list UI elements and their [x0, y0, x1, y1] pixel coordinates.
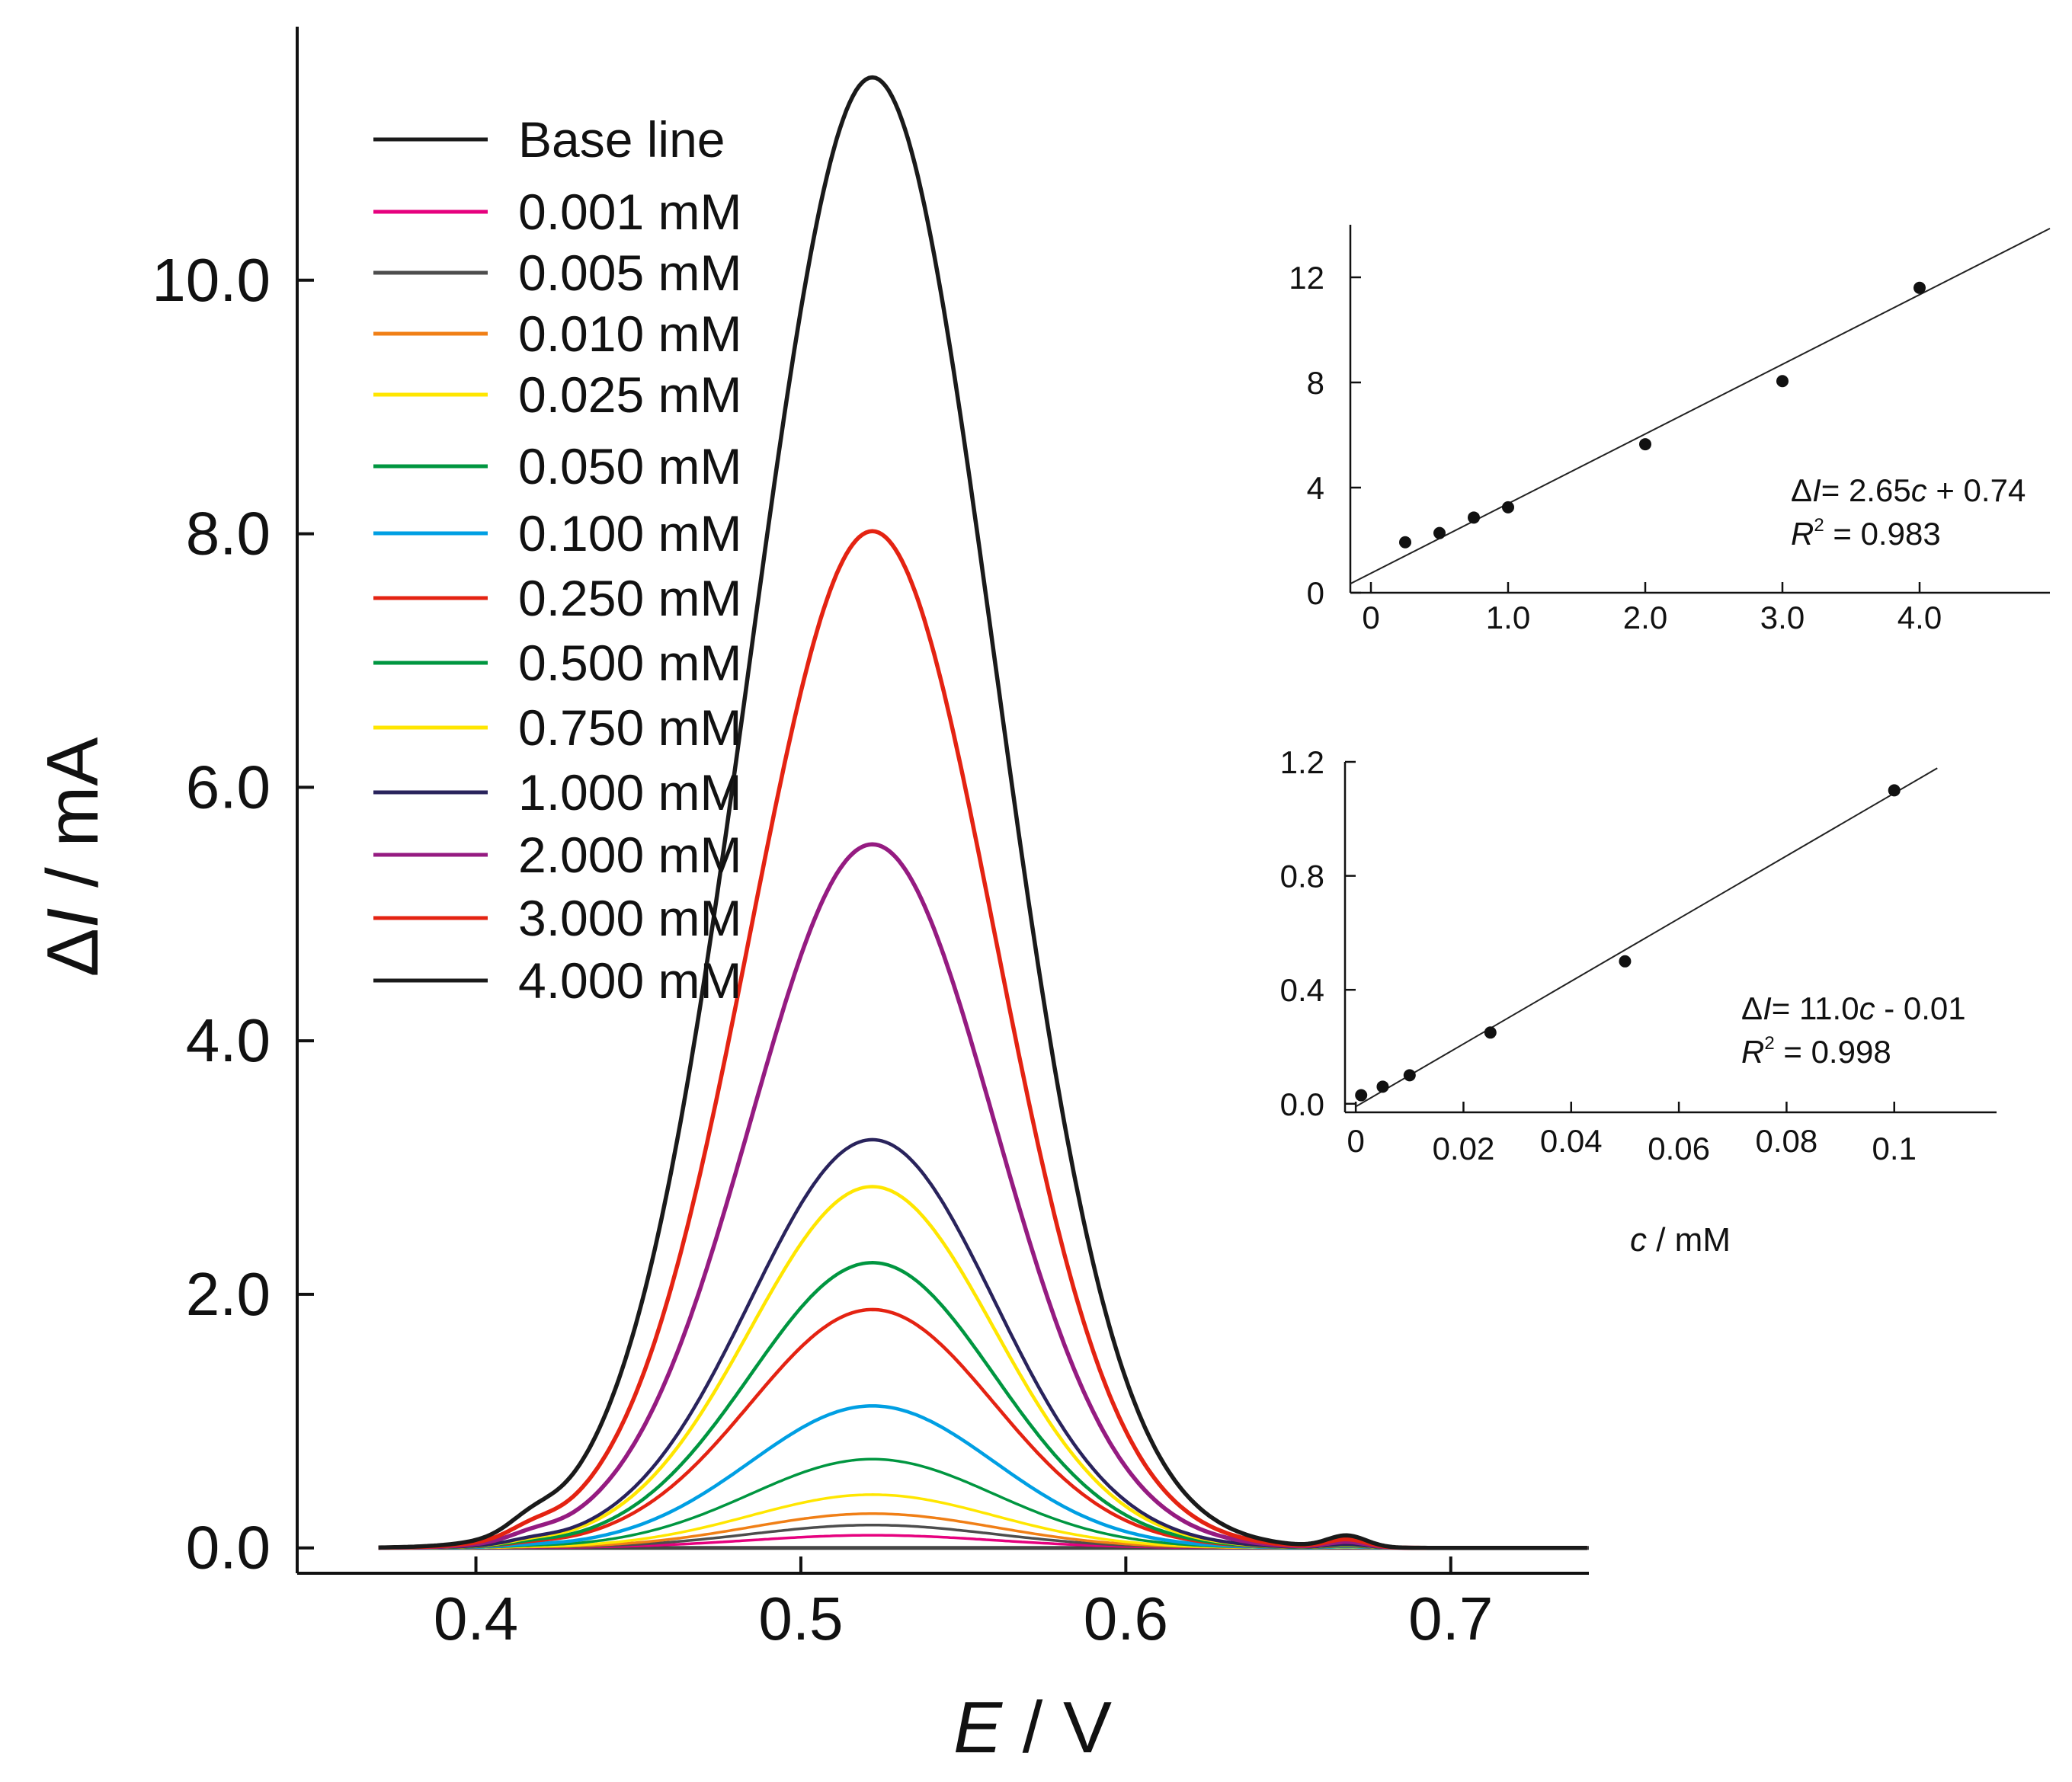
legend-label: 2.000 mM	[518, 827, 741, 883]
main-y-tick-label: 6.0	[186, 753, 271, 821]
inset1-r2: R2 = 0.983	[1791, 515, 1941, 552]
main-y-tick-label: 10.0	[152, 246, 271, 314]
legend-label: 4.000 mM	[518, 952, 741, 1009]
inset1-y-tick-label: 12	[1289, 260, 1324, 296]
legend: Base line 0.001 mM0.005 mM0.010 mM0.025 m…	[373, 111, 741, 1009]
inset2-data-point	[1376, 1080, 1389, 1093]
main-x-tick-label: 0.4	[434, 1585, 518, 1652]
inset1-y-tick-label: 4	[1307, 470, 1324, 506]
inset2-y-tick-label: 0.8	[1280, 859, 1324, 894]
inset2-x-tick-label: 0.1	[1872, 1131, 1917, 1166]
inset1-x-tick-label: 0	[1362, 600, 1379, 635]
main-y-tick-label: 2.0	[186, 1260, 271, 1328]
legend-label: 0.250 mM	[518, 570, 741, 626]
inset1-data-point	[1776, 375, 1789, 388]
inset2-data-point	[1403, 1069, 1416, 1082]
main-x-axis-title: E / V	[953, 1687, 1112, 1768]
main-x-tick-label: 0.5	[758, 1585, 843, 1652]
legend-label: 0.100 mM	[518, 505, 741, 561]
inset2-equation: ΔI= 11.0c - 0.01	[1741, 990, 1966, 1026]
inset1-equation: ΔI= 2.65c + 0.74	[1791, 472, 2026, 508]
inset2-x-tick-label: 0.06	[1648, 1131, 1710, 1166]
inset1-x-tick-label: 1.0	[1486, 600, 1530, 635]
inset2-x-tick-label: 0.04	[1540, 1123, 1603, 1159]
legend-label: 0.750 mM	[518, 699, 741, 756]
inset2-x-tick-label: 0.02	[1433, 1131, 1495, 1166]
main-y-tick-label: 0.0	[186, 1514, 271, 1582]
inset1-y-tick-label: 0	[1307, 575, 1324, 611]
legend-label: 0.050 mM	[518, 438, 741, 494]
curve-4-000-mm	[378, 75, 1587, 1550]
curve-0-100-mm	[378, 1404, 1587, 1550]
curve-2-000-mm	[378, 842, 1587, 1550]
inset1-data-point	[1639, 438, 1651, 451]
inset1-data-point	[1433, 526, 1446, 539]
inset1-data-point	[1399, 536, 1411, 549]
inset1-x-tick-label: 2.0	[1623, 600, 1667, 635]
legend-label: 0.025 mM	[518, 366, 741, 423]
main-x-tick-label: 0.6	[1084, 1585, 1168, 1652]
legend-label: 0.010 mM	[518, 306, 741, 362]
main-y-axis-title: ΔI / mA	[32, 737, 114, 977]
inset1-x-tick-label: 3.0	[1760, 600, 1805, 635]
inset1-data-point	[1502, 501, 1514, 513]
inset1-data-point	[1913, 281, 1926, 294]
inset2-y-tick-label: 1.2	[1280, 744, 1324, 780]
inset1-fit-line	[1350, 228, 2051, 585]
legend-label: 0.001 mM	[518, 184, 741, 240]
inset2-x-axis-title: c / mM	[1630, 1221, 1731, 1259]
inset-panel-low-range: 0.0 0.4 0.8 1.2 0 0.02 0.04 0.06 0.08 0.1 ΔI= 11.…	[1280, 744, 1997, 1259]
legend-label: 3.000 mM	[518, 890, 741, 946]
legend-label: 1.000 mM	[518, 764, 741, 821]
main-y-tick-label: 8.0	[186, 500, 271, 568]
inset1-x-tick-label: 4.0	[1897, 600, 1942, 635]
main-x-tick-label: 0.7	[1408, 1585, 1493, 1652]
inset2-r2: R2 = 0.998	[1741, 1033, 1891, 1070]
main-y-tick-label: 4.0	[186, 1006, 271, 1074]
inset2-x-tick-label: 0	[1347, 1123, 1364, 1159]
inset2-data-point	[1355, 1089, 1368, 1102]
inset2-y-tick-label: 0.4	[1280, 972, 1324, 1008]
legend-label: Base line	[518, 111, 725, 168]
curve-0-750-mm	[378, 1185, 1587, 1550]
inset2-x-tick-label: 0.08	[1756, 1123, 1818, 1159]
inset-panel-full-range: 0 4 8 12 0 1.0 2.0 3.0 4.0 ΔI= 2.65c + 0.74 R2 =…	[1289, 225, 2051, 635]
main-panel: 0.0 2.0 4.0 6.0 8.0 10.0 0.4 0.5 0.6 0.7 E / V Δ…	[32, 27, 1589, 1768]
inset1-y-tick-label: 8	[1307, 365, 1324, 401]
inset2-y-tick-label: 0.0	[1280, 1086, 1324, 1122]
inset2-data-point	[1484, 1026, 1497, 1039]
inset2-fit-line	[1355, 767, 1938, 1108]
legend-label: 0.500 mM	[518, 635, 741, 691]
legend-label: 0.005 mM	[518, 245, 741, 301]
inset2-data-point	[1619, 955, 1632, 968]
inset2-data-point	[1888, 784, 1901, 797]
inset1-data-point	[1468, 511, 1480, 524]
